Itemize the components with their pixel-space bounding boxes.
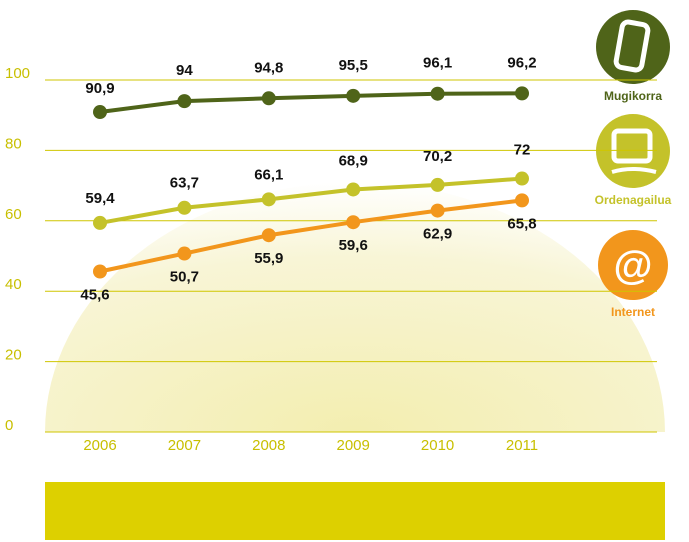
- data-label: 96,1: [423, 55, 452, 72]
- footer-bar: [45, 482, 665, 540]
- y-tick-label: 20: [5, 347, 22, 364]
- at-icon: @: [613, 244, 652, 288]
- y-tick-label: 40: [5, 276, 22, 293]
- data-label: 63,7: [170, 175, 199, 192]
- data-label: 94: [176, 62, 193, 79]
- computer-icon-bg: [596, 114, 670, 188]
- y-tick-label: 0: [5, 417, 13, 434]
- data-label: 95,5: [339, 57, 368, 74]
- computer-base: [611, 167, 657, 174]
- x-tick-label: 2008: [252, 437, 285, 454]
- at-icon-bg: [598, 230, 668, 300]
- data-point: [430, 203, 445, 218]
- data-point: [93, 215, 107, 230]
- data-point: [93, 264, 107, 279]
- y-tick-label: 100: [5, 65, 30, 82]
- x-tick-label: 2011: [506, 437, 538, 454]
- x-tick-label: 2009: [337, 437, 370, 454]
- data-label: 65,8: [507, 215, 536, 232]
- x-tick-label: 2006: [83, 437, 116, 454]
- data-label: 59,4: [85, 190, 115, 207]
- x-tick-label: 2010: [421, 437, 454, 454]
- data-point: [261, 228, 276, 243]
- computer-icon: [611, 128, 653, 164]
- data-label: 59,6: [339, 237, 368, 254]
- data-point: [261, 192, 276, 207]
- data-label: 45,6: [80, 286, 109, 303]
- data-point: [430, 177, 445, 192]
- data-label: 68,9: [339, 152, 368, 169]
- data-label: 90,9: [85, 80, 114, 97]
- legend-label: Mugikorra: [604, 89, 662, 103]
- data-point: [261, 91, 276, 106]
- data-point: [177, 200, 192, 215]
- data-label: 50,7: [170, 269, 199, 286]
- series-line: [99, 91, 523, 115]
- legend-label: Ordenagailua: [595, 193, 672, 207]
- series-line: [99, 176, 523, 225]
- legend-icons: @: [596, 10, 670, 300]
- x-tick-label: 2007: [168, 437, 201, 454]
- data-point: [93, 105, 107, 120]
- data-label: 55,9: [254, 250, 283, 267]
- phone-icon-bg: [596, 10, 670, 84]
- series-line: [99, 198, 523, 274]
- data-label: 72: [514, 142, 531, 159]
- data-label: 94,8: [254, 59, 283, 76]
- data-label: 96,2: [507, 54, 536, 71]
- data-label: 66,1: [254, 166, 283, 183]
- phone-icon: [613, 19, 651, 73]
- data-point: [346, 182, 361, 197]
- data-label: 62,9: [423, 226, 452, 243]
- data-label: 70,2: [423, 148, 452, 165]
- y-tick-label: 80: [5, 135, 22, 152]
- background-glow: [45, 182, 665, 432]
- data-point: [346, 88, 361, 103]
- data-point: [515, 86, 529, 101]
- data-point: [346, 215, 361, 230]
- data-point: [515, 171, 529, 186]
- y-tick-label: 60: [5, 206, 22, 223]
- data-point: [177, 246, 192, 261]
- data-point: [177, 94, 192, 109]
- data-point: [430, 86, 445, 101]
- legend-label: Internet: [611, 305, 655, 319]
- data-point: [515, 193, 529, 208]
